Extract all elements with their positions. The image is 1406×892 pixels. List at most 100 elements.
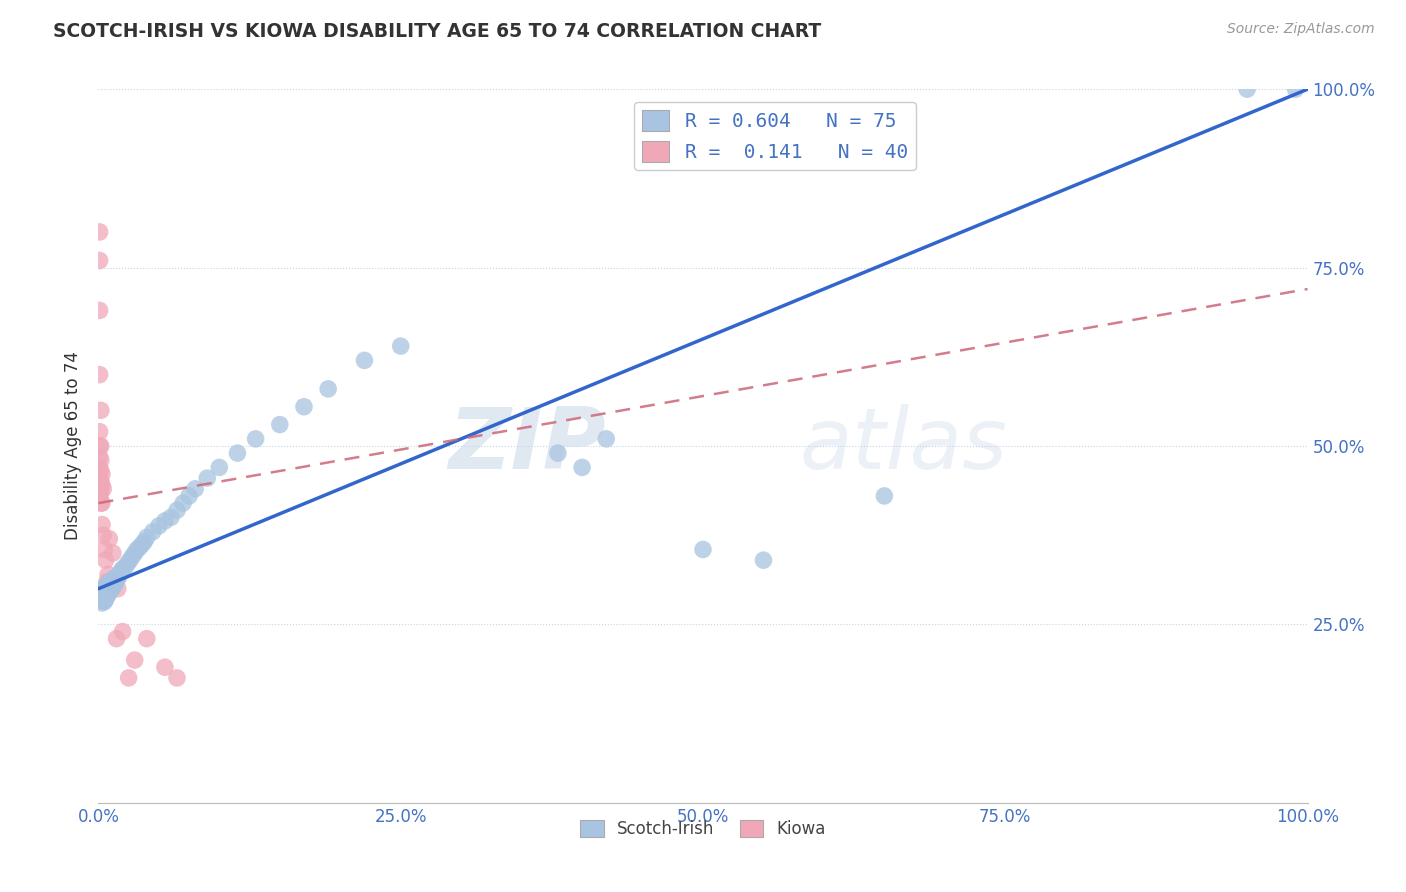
Text: ZIP: ZIP <box>449 404 606 488</box>
Point <box>571 460 593 475</box>
Point <box>107 571 129 585</box>
Point <box>97 583 120 598</box>
Point <box>89 471 111 485</box>
Point <box>98 532 121 546</box>
Text: Source: ZipAtlas.com: Source: ZipAtlas.com <box>1227 22 1375 37</box>
Point <box>100 577 122 591</box>
Point <box>93 585 115 599</box>
Point <box>108 566 131 580</box>
Point <box>101 573 124 587</box>
Point <box>166 671 188 685</box>
Point <box>128 541 150 555</box>
Point <box>93 542 115 557</box>
Point <box>91 528 114 542</box>
Point <box>105 573 128 587</box>
Point <box>108 569 131 583</box>
Point <box>98 580 121 594</box>
Point <box>93 591 115 605</box>
Point <box>134 534 156 549</box>
Point <box>389 339 412 353</box>
Point <box>118 671 141 685</box>
Point <box>97 587 120 601</box>
Point <box>91 467 114 482</box>
Point <box>100 583 122 598</box>
Point <box>96 578 118 592</box>
Point <box>89 225 111 239</box>
Point <box>131 537 153 551</box>
Point <box>160 510 183 524</box>
Point <box>118 553 141 567</box>
Point <box>96 589 118 603</box>
Point <box>91 583 114 598</box>
Point <box>692 542 714 557</box>
Point <box>96 574 118 589</box>
Point <box>97 567 120 582</box>
Point <box>111 562 134 576</box>
Point <box>91 592 114 607</box>
Point <box>94 592 117 607</box>
Point <box>91 496 114 510</box>
Point <box>94 582 117 596</box>
Point <box>93 580 115 594</box>
Point <box>142 524 165 539</box>
Point <box>124 546 146 560</box>
Point <box>103 578 125 592</box>
Point <box>148 519 170 533</box>
Point <box>90 439 112 453</box>
Point <box>110 564 132 578</box>
Text: atlas: atlas <box>800 404 1008 488</box>
Point <box>105 632 128 646</box>
Point <box>100 574 122 589</box>
Point <box>96 584 118 599</box>
Point <box>89 439 111 453</box>
Y-axis label: Disability Age 65 to 74: Disability Age 65 to 74 <box>65 351 83 541</box>
Point <box>595 432 617 446</box>
Point <box>547 446 569 460</box>
Point <box>179 489 201 503</box>
Point <box>195 471 218 485</box>
Point <box>101 580 124 594</box>
Point <box>94 553 117 567</box>
Point <box>91 586 114 600</box>
Point <box>97 576 120 591</box>
Point <box>184 482 207 496</box>
Point <box>89 450 111 464</box>
Point <box>90 403 112 417</box>
Point <box>91 482 114 496</box>
Point <box>752 553 775 567</box>
Point <box>135 632 157 646</box>
Point <box>1284 82 1306 96</box>
Point <box>124 653 146 667</box>
Point <box>91 587 114 601</box>
Text: SCOTCH-IRISH VS KIOWA DISABILITY AGE 65 TO 74 CORRELATION CHART: SCOTCH-IRISH VS KIOWA DISABILITY AGE 65 … <box>53 22 821 41</box>
Point <box>89 592 111 607</box>
Point <box>104 576 127 591</box>
Point <box>111 624 134 639</box>
Point <box>100 574 122 589</box>
Point <box>90 464 112 478</box>
Point <box>103 571 125 585</box>
Point <box>101 546 124 560</box>
Point <box>93 594 115 608</box>
Point <box>153 660 176 674</box>
Point <box>89 253 111 268</box>
Point <box>121 549 143 564</box>
Point <box>353 353 375 368</box>
Point <box>172 496 194 510</box>
Point <box>269 417 291 432</box>
Point <box>117 557 139 571</box>
Point <box>1236 82 1258 96</box>
Point <box>90 496 112 510</box>
Point <box>90 589 112 603</box>
Point <box>127 542 149 557</box>
Point <box>90 585 112 599</box>
Point <box>245 432 267 446</box>
Point <box>226 446 249 460</box>
Point <box>89 303 111 318</box>
Point <box>89 478 111 492</box>
Point <box>100 582 122 596</box>
Point <box>94 587 117 601</box>
Point <box>89 425 111 439</box>
Legend: Scotch-Irish, Kiowa: Scotch-Irish, Kiowa <box>574 813 832 845</box>
Point <box>91 596 114 610</box>
